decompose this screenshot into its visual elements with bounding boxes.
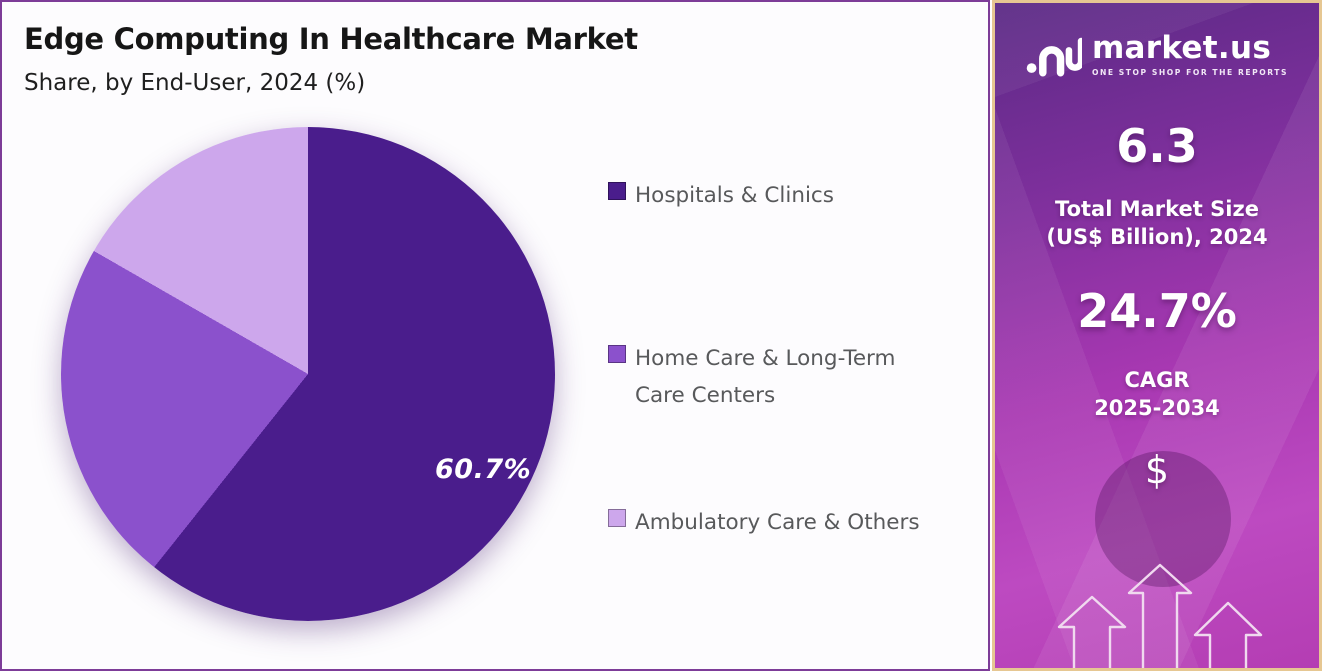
page-title: Edge Computing In Healthcare Market xyxy=(24,22,638,56)
brand-sidebar: market.us ONE STOP SHOP FOR THE REPORTS … xyxy=(992,0,1322,671)
legend-item: Hospitals & Clinics xyxy=(608,178,926,215)
chart-subtitle: Share, by End-User, 2024 (%) xyxy=(24,70,366,96)
marketus-logo-icon xyxy=(1026,37,1082,77)
legend-swatch xyxy=(608,509,626,527)
logo: market.us ONE STOP SHOP FOR THE REPORTS xyxy=(1026,33,1288,77)
legend-item: Home Care & Long-Term Care Centers xyxy=(608,341,926,415)
logo-tagline: ONE STOP SHOP FOR THE REPORTS xyxy=(1091,68,1289,77)
legend-label: Ambulatory Care & Others xyxy=(635,510,920,535)
legend-label: Hospitals & Clinics xyxy=(635,183,834,208)
legend-label: Home Care & Long-Term Care Centers xyxy=(635,346,896,408)
legend-item: Ambulatory Care & Others xyxy=(608,505,926,542)
logo-text: market.us xyxy=(1091,30,1272,66)
cagr-label: CAGR 2025-2034 xyxy=(1094,367,1220,421)
legend-swatch xyxy=(608,345,626,363)
pie-chart xyxy=(61,127,555,621)
growth-arrow-icon xyxy=(1057,563,1263,668)
market-size-value: 6.3 xyxy=(1116,119,1198,173)
growth-arrows-icon xyxy=(1057,563,1263,668)
market-size-label: Total Market Size (US$ Billion), 2024 xyxy=(1046,197,1268,250)
cagr-value: 24.7% xyxy=(1077,283,1237,338)
dollar-icon: $ xyxy=(1144,448,1170,493)
pie-slice-data-label: 60.7% xyxy=(435,454,532,485)
legend-swatch xyxy=(608,182,626,200)
chart-panel: Edge Computing In Healthcare Market Shar… xyxy=(0,0,990,671)
